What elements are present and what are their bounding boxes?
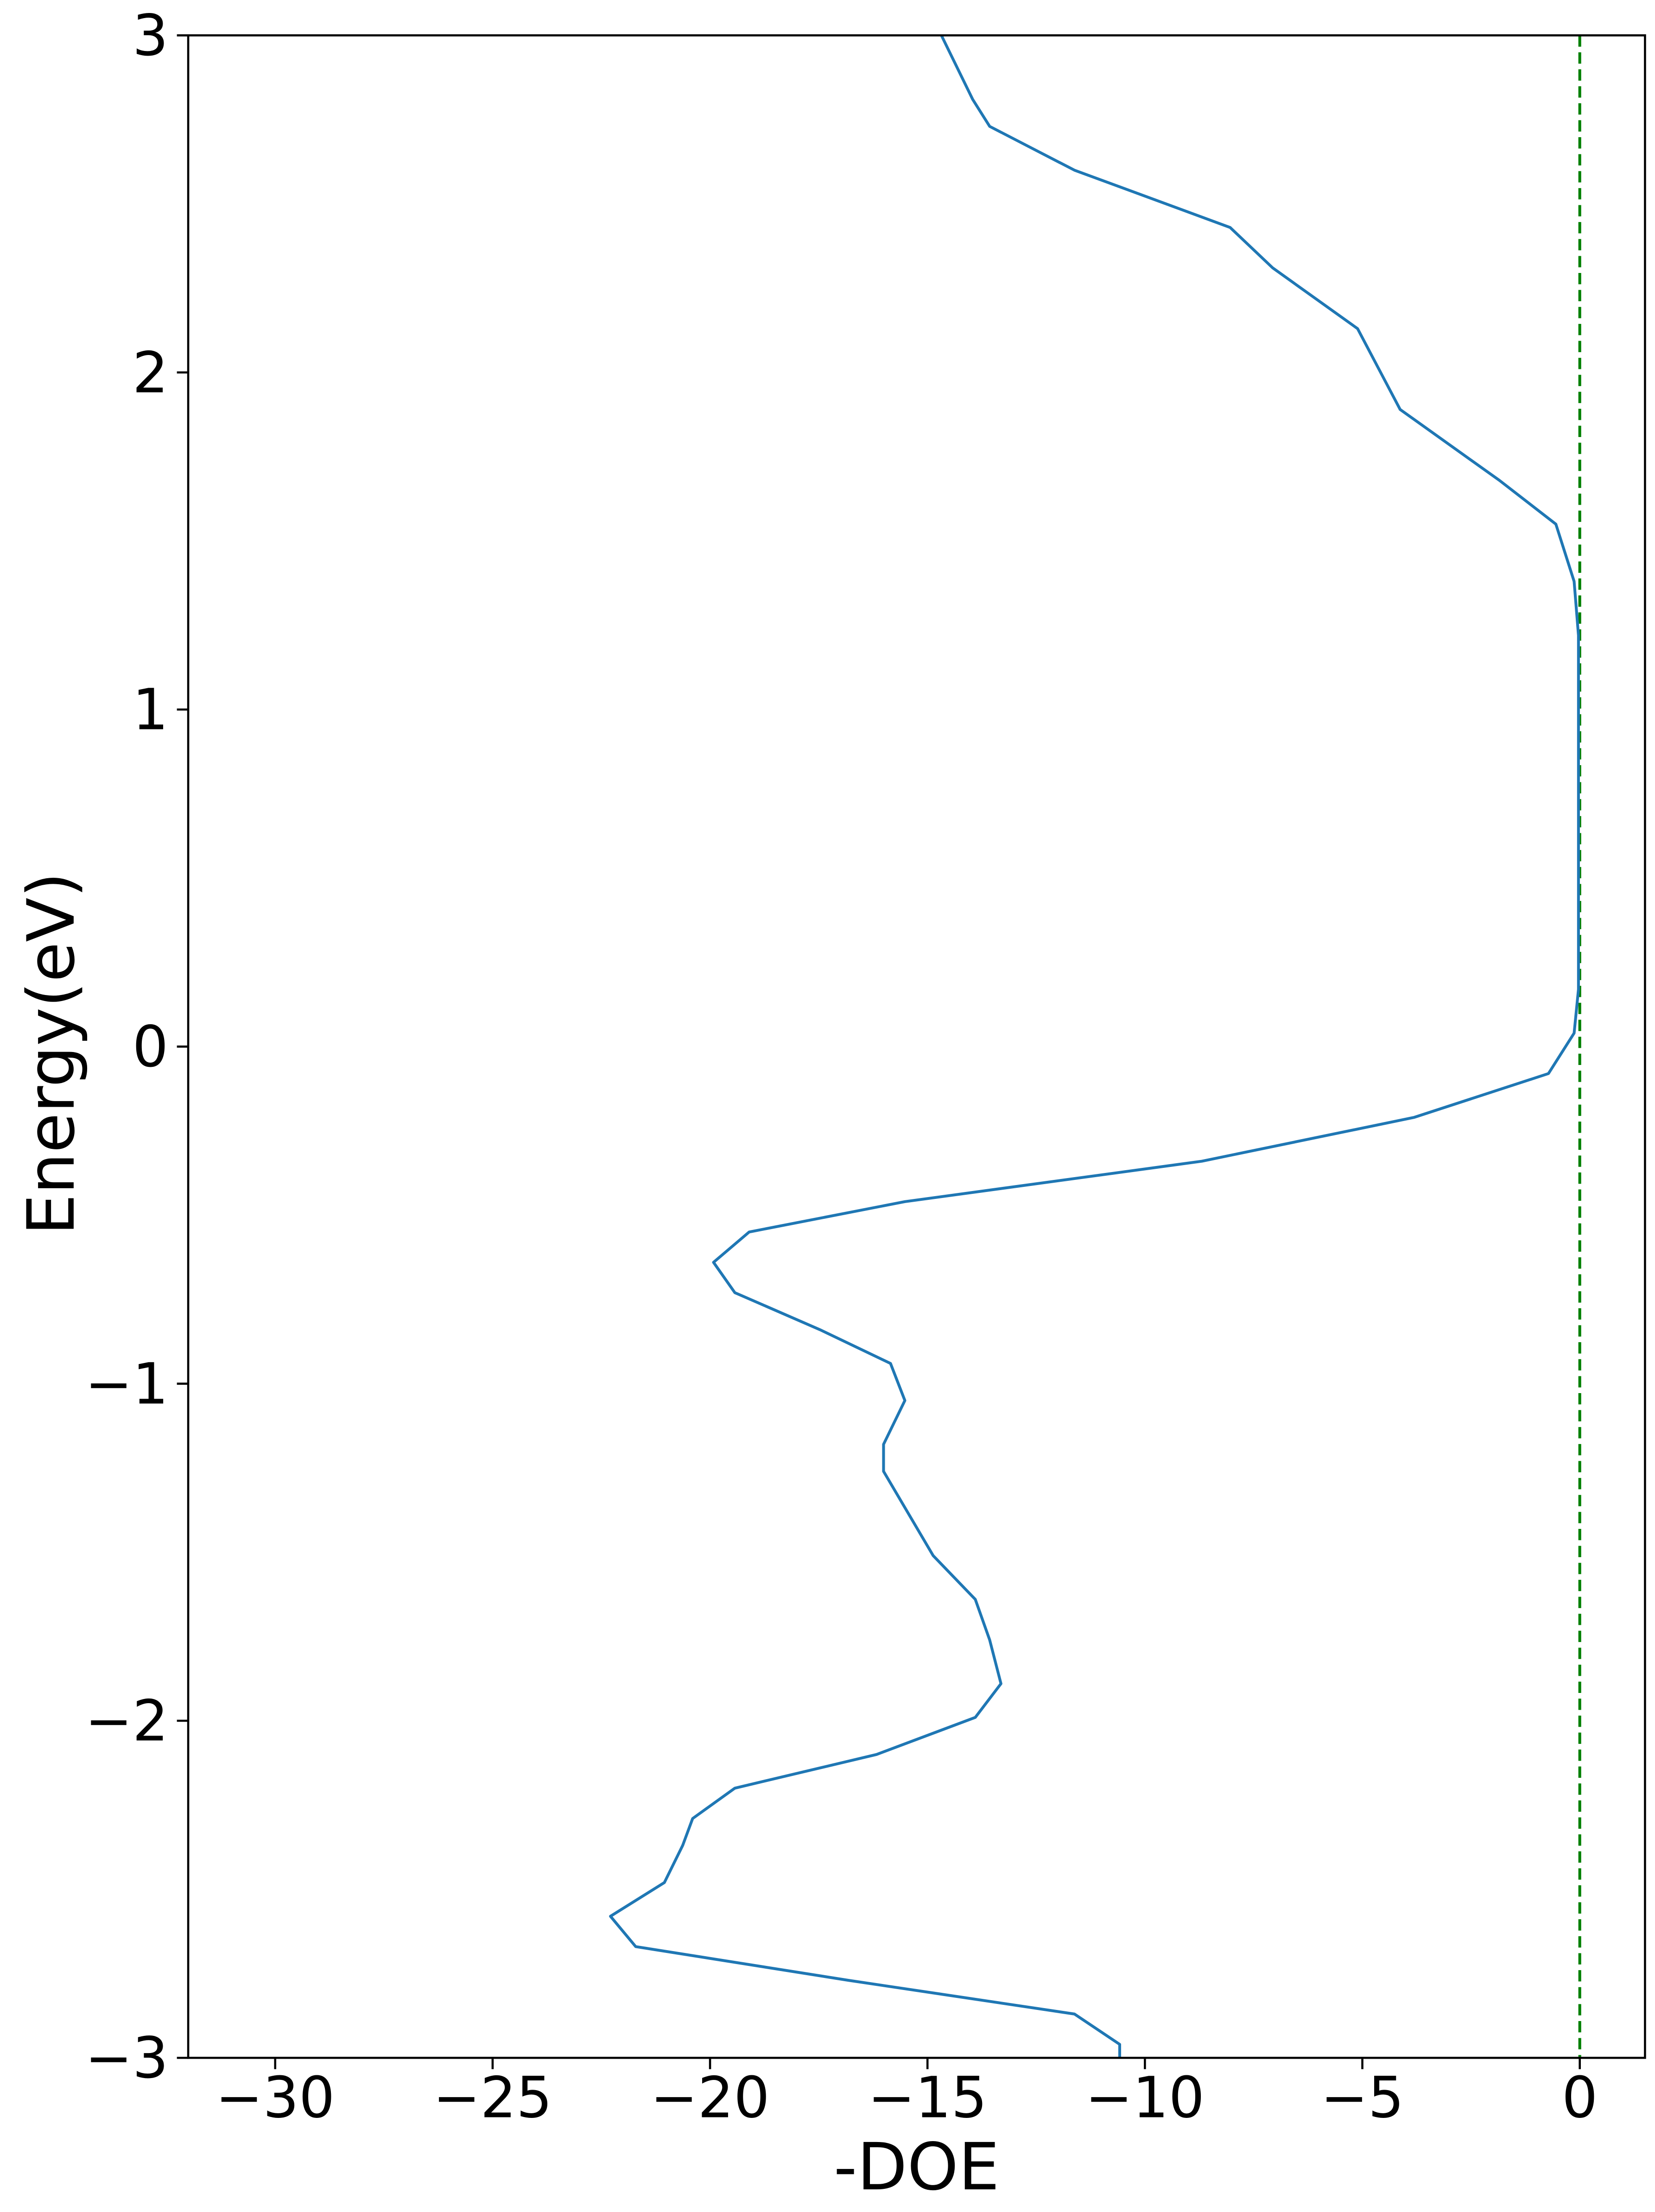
y-tick-label: −2 xyxy=(85,1688,168,1754)
y-axis-label: Energy(eV) xyxy=(14,872,89,1235)
y-tick-label: 0 xyxy=(133,1014,169,1080)
y-tick-label: −3 xyxy=(85,2025,168,2091)
x-tick-label: 0 xyxy=(1562,2065,1598,2131)
data-line xyxy=(609,34,1580,2058)
x-tick-label: −25 xyxy=(433,2065,552,2131)
x-axis-label: -DOE xyxy=(834,2130,1000,2205)
y-tick-label: −1 xyxy=(85,1351,168,1417)
y-tick-label: 1 xyxy=(133,677,169,743)
x-tick-label: −5 xyxy=(1321,2065,1404,2131)
y-tick-label: 3 xyxy=(133,3,169,69)
x-tick-label: −20 xyxy=(650,2065,770,2131)
x-tick-label: −10 xyxy=(1085,2065,1205,2131)
x-tick-label: −15 xyxy=(868,2065,987,2131)
plot-frame xyxy=(187,34,1646,2059)
y-tick-label: 2 xyxy=(133,340,169,406)
x-tick-label: −30 xyxy=(216,2065,335,2131)
